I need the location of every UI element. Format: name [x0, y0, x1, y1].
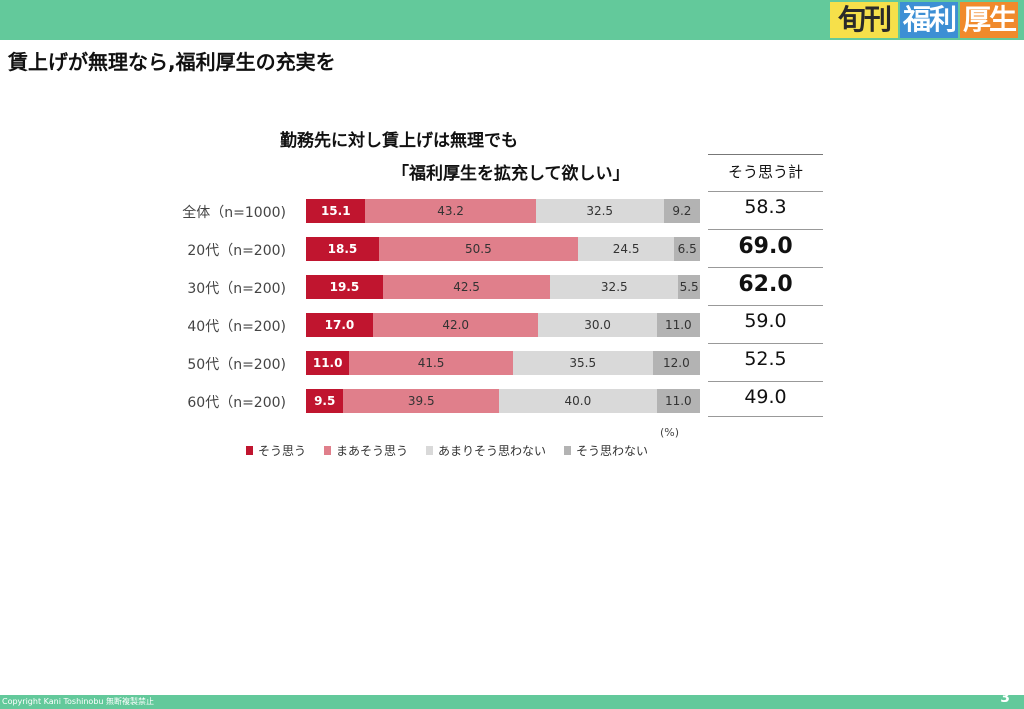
bar-segment: 35.5 — [512, 351, 653, 375]
bar-segment: 18.5 — [306, 237, 379, 261]
bar-row: 19.5 42.5 32.5 5.5 — [306, 275, 700, 299]
bar-segment: 24.5 — [577, 237, 675, 261]
logo-part-2: 福利 — [900, 2, 958, 38]
page-title: 賃上げが無理なら,福利厚生の充実を — [8, 50, 336, 74]
logo-part-3: 厚生 — [960, 2, 1018, 38]
bar-segment: 11.0 — [306, 351, 350, 375]
legend-label: そう思う — [258, 444, 307, 458]
bar-segment: 40.0 — [499, 389, 657, 413]
legend-item: そう思わない — [564, 442, 648, 459]
bar-segment: 9.5 — [306, 389, 344, 413]
bar-segment: 12.0 — [652, 351, 700, 375]
bar-row: 18.5 50.5 24.5 6.5 — [306, 237, 700, 261]
legend-swatch — [246, 446, 253, 455]
category-label: 30代（n=200) — [187, 281, 286, 297]
summary-value: 52.5 — [744, 348, 787, 370]
chart-title-line-1: 勤務先に対し賃上げは無理でも — [280, 131, 518, 151]
bar-segment: 32.5 — [535, 199, 664, 223]
bar-segment: 42.0 — [372, 313, 539, 337]
bar-segment: 50.5 — [378, 237, 578, 261]
bar-row: 15.1 43.2 32.5 9.2 — [306, 199, 700, 223]
logo-part-1: 旬刊 — [830, 2, 898, 38]
summary-value: 59.0 — [744, 310, 787, 332]
category-label: 40代（n=200) — [187, 319, 286, 335]
chart-title-line-2: 「福利厚生を拡充して欲しい」 — [392, 164, 630, 184]
summary-value: 62.0 — [738, 272, 793, 297]
bar-segment: 42.5 — [382, 275, 551, 299]
summary-header: そう思う計 — [727, 163, 803, 181]
summary-rule — [708, 191, 823, 192]
bar-segment: 41.5 — [349, 351, 513, 375]
bar-segment: 32.5 — [550, 275, 679, 299]
legend-item: まあそう思う — [324, 442, 408, 459]
legend-swatch — [324, 446, 332, 455]
summary-value: 58.3 — [744, 196, 787, 218]
bar-segment: 19.5 — [306, 275, 383, 299]
logo: 旬刊 福利 厚生 — [830, 2, 1018, 38]
summary-rule — [708, 229, 823, 230]
legend-label: あまりそう思わない — [438, 444, 547, 458]
bar-segment: 30.0 — [538, 313, 657, 337]
category-label: 20代（n=200) — [187, 243, 286, 259]
legend-item: あまりそう思わない — [426, 442, 546, 459]
summary-top-rule — [708, 154, 823, 155]
bar-segment: 17.0 — [306, 313, 373, 337]
summary-bottom-rule — [708, 416, 823, 417]
unit-label: (%) — [660, 426, 680, 439]
bar-segment: 43.2 — [365, 199, 536, 223]
page-number: 3 — [1000, 690, 1010, 706]
legend-label: そう思わない — [576, 444, 649, 458]
bar-segment: 6.5 — [674, 237, 700, 261]
bar-segment: 39.5 — [343, 389, 500, 413]
header-bar: 旬刊 福利 厚生 — [0, 0, 1024, 40]
bar-segment: 9.2 — [663, 199, 700, 223]
bar-segment: 5.5 — [678, 275, 700, 299]
chart-legend: そう思う まあそう思う あまりそう思わない そう思わない — [246, 442, 648, 459]
bar-row: 17.0 42.0 30.0 11.0 — [306, 313, 700, 337]
bar-segment: 11.0 — [656, 389, 700, 413]
legend-swatch — [564, 446, 572, 455]
summary-rule — [708, 267, 823, 268]
bar-segment: 11.0 — [656, 313, 700, 337]
summary-rule — [708, 381, 823, 382]
bar-segment: 15.1 — [306, 199, 366, 223]
bar-row: 11.0 41.5 35.5 12.0 — [306, 351, 700, 375]
category-label: 50代（n=200) — [187, 357, 286, 373]
bar-row: 9.5 39.5 40.0 11.0 — [306, 389, 700, 413]
legend-label: まあそう思う — [336, 444, 409, 458]
legend-item: そう思う — [246, 442, 306, 459]
summary-rule — [708, 343, 823, 344]
summary-value: 69.0 — [738, 234, 793, 259]
category-label: 60代（n=200) — [187, 395, 286, 411]
legend-swatch — [426, 446, 434, 455]
category-label: 全体（n=1000) — [182, 205, 286, 221]
summary-rule — [708, 305, 823, 306]
copyright-text: Copyright Kani Toshinobu 無断複製禁止 — [2, 697, 155, 706]
summary-value: 49.0 — [744, 386, 787, 408]
footer-bar: Copyright Kani Toshinobu 無断複製禁止 3 — [0, 690, 1024, 709]
